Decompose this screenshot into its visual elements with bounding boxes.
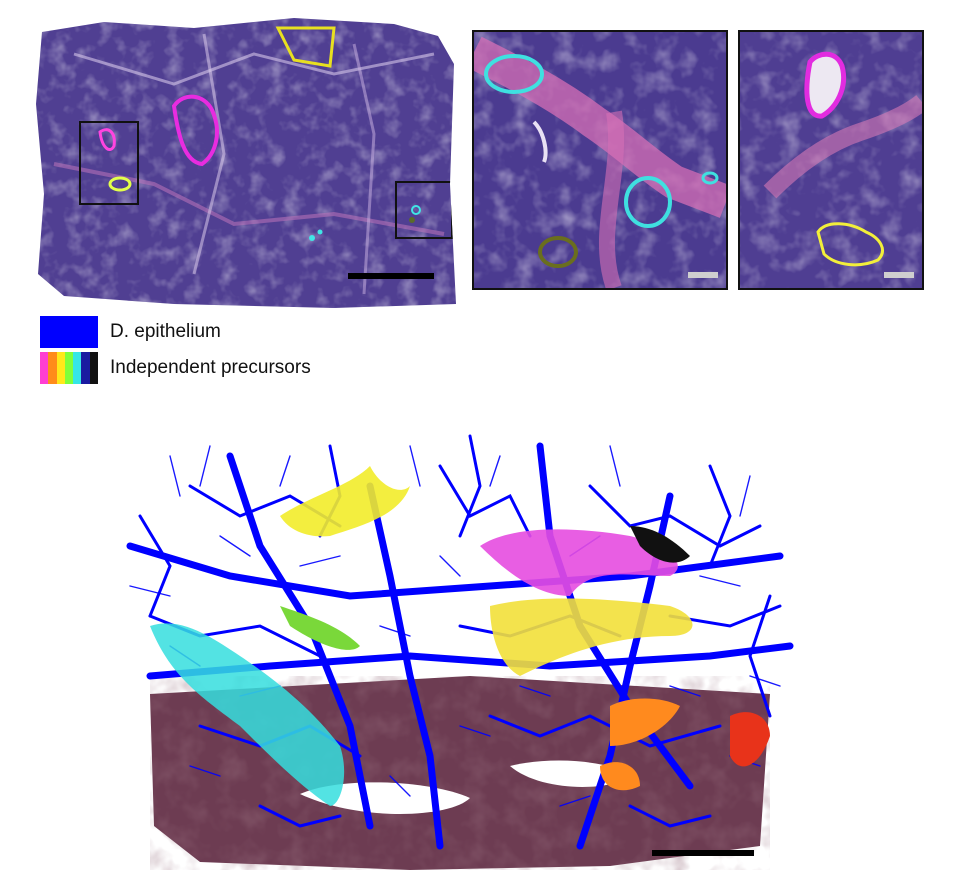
inset-right-image [740, 32, 922, 288]
inset-right-panel [738, 30, 924, 290]
inset-left-image [474, 32, 726, 288]
reconstruction-3d-image [126, 434, 794, 870]
reconstruction-3d-panel [110, 426, 800, 886]
inset-right-scalebar [884, 272, 914, 278]
legend-label-epithelium: D. epithelium [110, 321, 221, 342]
overview-histology-panel [34, 14, 464, 310]
precursors-color-swatch [40, 352, 98, 384]
inset-left-panel [472, 30, 728, 290]
legend-item-epithelium: D. epithelium [40, 316, 221, 348]
inset-left-scalebar [688, 272, 718, 278]
epithelium-color-swatch [40, 316, 98, 348]
overview-scalebar [348, 273, 434, 279]
legend-label-precursors: Independent precursors [110, 357, 311, 378]
overview-histology-image [36, 18, 456, 308]
reconstruction-scalebar [652, 850, 754, 856]
legend-item-precursors: Independent precursors [40, 352, 311, 384]
